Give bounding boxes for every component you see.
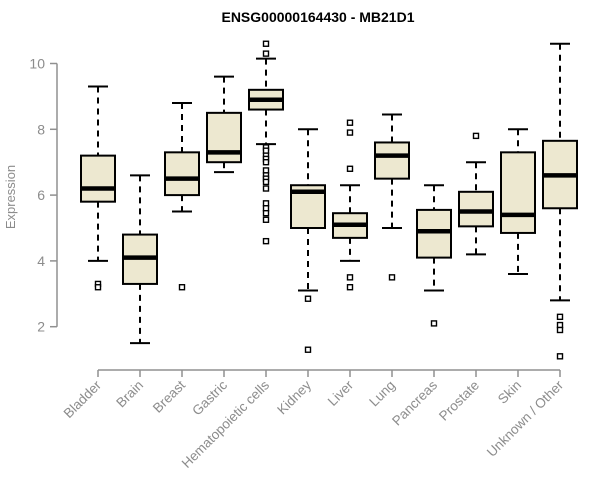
plot-area: 2 4 6 8 10 Bladder Brain Breast GastricHematopoi… bbox=[29, 40, 578, 471]
box-group-6 bbox=[332, 119, 368, 291]
outlier-point bbox=[262, 216, 270, 223]
outlier-point bbox=[304, 295, 312, 302]
x-category-label: Bladder bbox=[61, 377, 105, 421]
y-axis: 2 4 6 8 10 bbox=[29, 56, 58, 335]
outlier-point bbox=[346, 129, 354, 136]
outlier-point bbox=[262, 178, 270, 186]
y-tick-label: 10 bbox=[29, 56, 45, 72]
outlier-point bbox=[556, 326, 564, 334]
y-tick-label: 2 bbox=[37, 319, 45, 335]
box-group-9 bbox=[458, 132, 494, 256]
box-group-4 bbox=[248, 40, 284, 245]
y-tick-label: 8 bbox=[37, 121, 45, 137]
x-category-label: Prostate bbox=[436, 378, 482, 424]
outlier-point bbox=[262, 50, 270, 57]
x-category-label: Brain bbox=[113, 378, 146, 411]
outlier-point bbox=[262, 185, 270, 192]
outlier-point bbox=[346, 165, 354, 172]
outlier-point bbox=[262, 40, 270, 47]
box-group-1 bbox=[122, 174, 158, 345]
outlier-point bbox=[262, 158, 270, 166]
outlier-point bbox=[94, 284, 102, 291]
box-group-5 bbox=[290, 128, 326, 353]
outlier-point bbox=[388, 274, 396, 281]
box-group-7 bbox=[374, 113, 410, 281]
outlier-point bbox=[346, 119, 354, 126]
y-tick-label: 6 bbox=[37, 187, 45, 203]
outlier-point bbox=[556, 313, 564, 321]
box-group-2 bbox=[164, 101, 200, 291]
x-category-label: Gastric bbox=[189, 377, 230, 418]
chart-title: ENSG00000164430 - MB21D1 bbox=[221, 9, 414, 25]
y-tick-label: 4 bbox=[37, 253, 45, 269]
box-group-3 bbox=[206, 75, 242, 174]
x-category-label: Pancreas bbox=[389, 377, 440, 428]
outlier-point bbox=[472, 132, 480, 140]
outlier-point bbox=[346, 274, 354, 281]
box-group-10 bbox=[500, 128, 536, 276]
x-category-label: Liver bbox=[325, 377, 357, 409]
box-group-8 bbox=[416, 184, 452, 327]
outlier-point bbox=[430, 320, 438, 327]
outlier-point bbox=[262, 237, 270, 245]
outlier-point bbox=[178, 284, 186, 291]
x-category-label: Unknown / Other bbox=[484, 377, 567, 460]
box-group-11 bbox=[542, 42, 578, 360]
outlier-point bbox=[262, 209, 270, 217]
outlier-point bbox=[346, 284, 354, 291]
outlier-point bbox=[556, 353, 564, 360]
x-category-label: Skin bbox=[495, 378, 524, 407]
x-category-label: Breast bbox=[150, 377, 188, 415]
x-category-label: Kidney bbox=[274, 377, 314, 417]
x-category-label: Lung bbox=[366, 378, 398, 410]
box-group-0 bbox=[80, 85, 116, 291]
y-axis-label: Expression bbox=[3, 165, 18, 229]
outlier-point bbox=[304, 346, 312, 353]
